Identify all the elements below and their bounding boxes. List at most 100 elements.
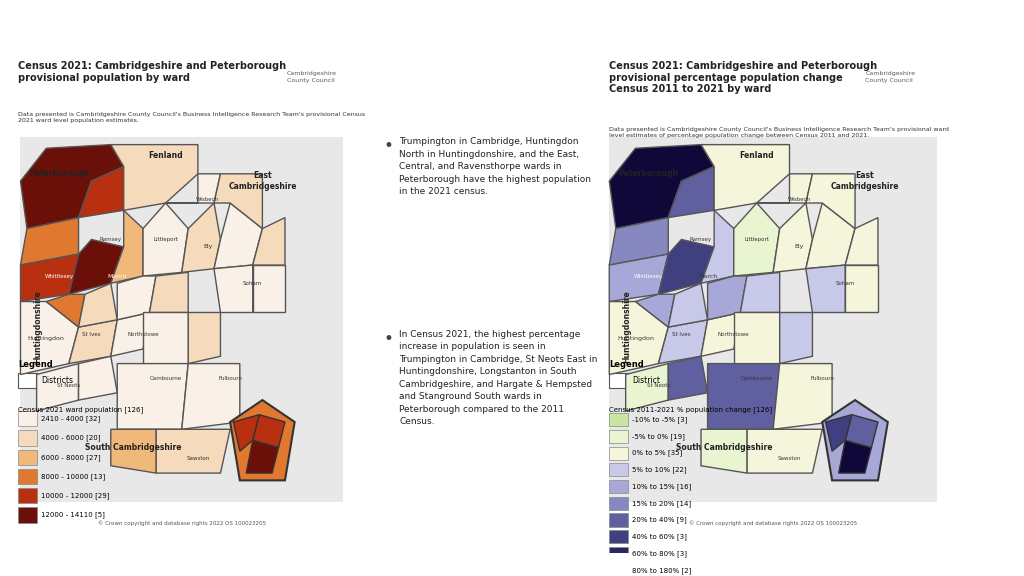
Text: Census 2011-2021 % population change [126]: Census 2011-2021 % population change [12… — [609, 406, 772, 413]
Polygon shape — [701, 145, 790, 210]
Polygon shape — [253, 415, 285, 448]
Text: Huntingdon: Huntingdon — [617, 336, 654, 340]
Bar — [609, 413, 628, 426]
Polygon shape — [734, 313, 779, 363]
Polygon shape — [111, 429, 156, 473]
Bar — [18, 430, 37, 445]
Text: -5% to 0% [19]: -5% to 0% [19] — [632, 433, 685, 439]
Polygon shape — [233, 415, 259, 451]
Polygon shape — [79, 166, 124, 218]
Text: 10% to 15% [16]: 10% to 15% [16] — [632, 483, 691, 490]
Polygon shape — [757, 174, 812, 203]
Polygon shape — [20, 145, 124, 229]
Text: East
Cambridgeshire: East Cambridgeshire — [228, 172, 297, 191]
Polygon shape — [822, 400, 888, 480]
Bar — [18, 507, 37, 522]
Text: Ramsey: Ramsey — [690, 237, 712, 242]
Text: Fulbourn: Fulbourn — [810, 376, 835, 381]
Text: St Ives: St Ives — [672, 332, 690, 337]
Text: Fenland: Fenland — [739, 151, 774, 160]
Text: 4000 - 6000 [20]: 4000 - 6000 [20] — [41, 434, 100, 441]
Text: Census 2021 ward population [126]: Census 2021 ward population [126] — [18, 406, 143, 413]
Text: Littleport: Littleport — [744, 237, 769, 242]
Polygon shape — [111, 210, 143, 283]
Polygon shape — [701, 313, 740, 357]
Bar — [609, 563, 628, 576]
Polygon shape — [111, 313, 150, 357]
Text: Huntingdonshire: Huntingdonshire — [34, 291, 42, 363]
Text: 80% to 180% [2]: 80% to 180% [2] — [632, 567, 691, 574]
Polygon shape — [708, 363, 779, 429]
Text: Sawston: Sawston — [778, 456, 801, 461]
Polygon shape — [701, 210, 734, 283]
Text: Cambridge: Cambridge — [239, 435, 286, 445]
Text: Census 2021 provisional population, by ward: Census 2021 provisional population, by w… — [12, 11, 649, 35]
Polygon shape — [79, 357, 117, 400]
Text: 12000 - 14110 [5]: 12000 - 14110 [5] — [41, 511, 104, 518]
Polygon shape — [806, 203, 855, 268]
Polygon shape — [708, 276, 746, 320]
Bar — [18, 411, 37, 426]
Polygon shape — [658, 240, 714, 294]
Polygon shape — [166, 174, 220, 203]
Text: 6000 - 8000 [27]: 6000 - 8000 [27] — [41, 454, 100, 461]
Polygon shape — [773, 203, 812, 272]
Polygon shape — [845, 265, 878, 313]
Text: -10% to -5% [3]: -10% to -5% [3] — [632, 416, 687, 423]
Text: Ramsey: Ramsey — [99, 237, 122, 242]
Polygon shape — [188, 313, 220, 363]
Text: Fenland: Fenland — [148, 151, 183, 160]
Text: St Neots: St Neots — [647, 383, 670, 388]
Bar — [20, 137, 343, 502]
Polygon shape — [143, 203, 188, 276]
Text: 40% to 60% [3]: 40% to 60% [3] — [632, 533, 687, 540]
Polygon shape — [156, 429, 230, 473]
Polygon shape — [609, 302, 669, 374]
Text: Peterborough: Peterborough — [29, 169, 89, 179]
Text: Huntingdonshire: Huntingdonshire — [623, 291, 632, 363]
Polygon shape — [230, 400, 295, 480]
Text: South Cambridgeshire: South Cambridgeshire — [676, 443, 772, 452]
Bar — [609, 373, 628, 388]
Text: Whittlesey: Whittlesey — [634, 274, 664, 279]
Polygon shape — [143, 313, 188, 363]
Polygon shape — [845, 415, 878, 448]
Polygon shape — [246, 440, 279, 473]
Polygon shape — [117, 276, 156, 320]
Text: Cambourne: Cambourne — [150, 376, 181, 381]
Polygon shape — [636, 294, 675, 327]
Polygon shape — [806, 174, 855, 229]
Polygon shape — [669, 357, 708, 400]
Bar — [609, 463, 628, 476]
Text: Districts: Districts — [41, 376, 73, 385]
Text: St Ives: St Ives — [82, 332, 100, 337]
Text: 2410 - 4000 [32]: 2410 - 4000 [32] — [41, 415, 100, 422]
Polygon shape — [669, 166, 714, 218]
Polygon shape — [701, 429, 746, 473]
Text: 15% to 20% [14]: 15% to 20% [14] — [632, 500, 691, 507]
Polygon shape — [626, 363, 669, 411]
Bar — [18, 469, 37, 484]
Polygon shape — [845, 218, 878, 265]
Polygon shape — [37, 363, 79, 411]
Polygon shape — [779, 313, 812, 363]
Text: •: • — [384, 137, 394, 156]
Polygon shape — [773, 363, 833, 429]
Text: 8000 - 10000 [13]: 8000 - 10000 [13] — [41, 473, 105, 480]
Text: Cambridgeshire
County Council: Cambridgeshire County Council — [287, 71, 337, 83]
Text: 0% to 5% [35]: 0% to 5% [35] — [632, 450, 682, 456]
Polygon shape — [214, 203, 262, 268]
Polygon shape — [839, 440, 871, 473]
Bar — [609, 547, 628, 560]
Polygon shape — [214, 265, 253, 313]
Polygon shape — [609, 145, 714, 229]
Bar — [609, 446, 628, 460]
Polygon shape — [79, 283, 117, 327]
Bar — [18, 373, 37, 388]
Text: Wisbech: Wisbech — [787, 197, 811, 202]
Text: •: • — [384, 330, 394, 348]
Text: Data presented is Cambridgeshire County Council's Business Intelligence Research: Data presented is Cambridgeshire County … — [609, 127, 949, 138]
Polygon shape — [609, 218, 669, 265]
Bar — [609, 137, 937, 502]
Polygon shape — [253, 218, 285, 265]
